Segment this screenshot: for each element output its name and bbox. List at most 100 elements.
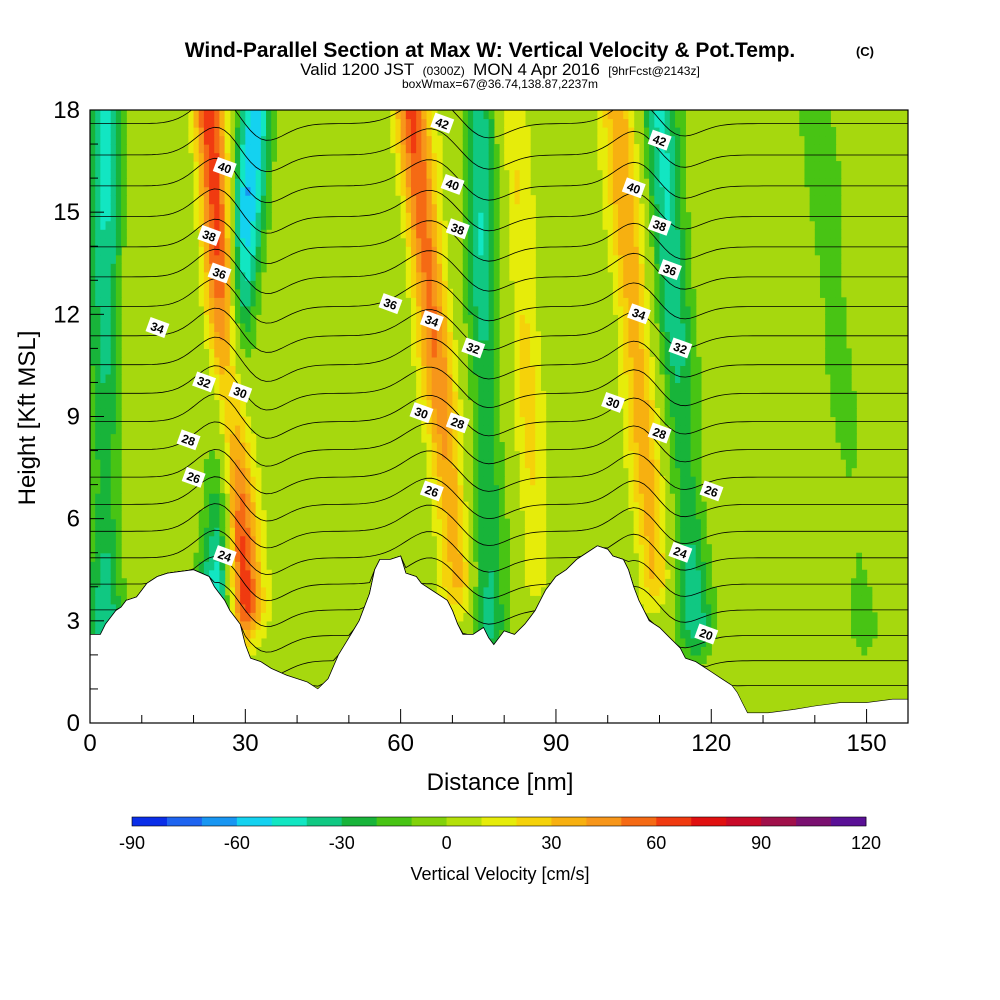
field-cell bbox=[628, 254, 635, 264]
field-cell bbox=[473, 493, 479, 503]
field-cell bbox=[488, 467, 495, 477]
field-cell bbox=[214, 390, 221, 401]
field-cell bbox=[524, 425, 531, 435]
theta-contour-line bbox=[90, 476, 908, 522]
field-cell bbox=[623, 229, 630, 239]
field-cell bbox=[473, 263, 479, 273]
field-cell bbox=[115, 459, 122, 469]
field-cell bbox=[193, 561, 200, 571]
field-cell bbox=[700, 569, 707, 579]
field-cell bbox=[493, 271, 500, 281]
field-cell bbox=[100, 288, 107, 298]
field-cell bbox=[234, 612, 241, 622]
field-cell bbox=[105, 544, 112, 554]
field-cell bbox=[856, 595, 863, 605]
subtitle-valid: Valid 1200 JST bbox=[300, 60, 414, 79]
field-cell bbox=[493, 237, 500, 247]
field-cell bbox=[638, 263, 645, 273]
field-cell bbox=[669, 399, 676, 409]
field-cell bbox=[851, 442, 857, 452]
field-cell bbox=[214, 288, 221, 298]
field-cell bbox=[638, 271, 645, 281]
field-cell bbox=[431, 390, 438, 401]
field-cell bbox=[209, 476, 215, 486]
field-cell bbox=[483, 476, 490, 486]
field-cell bbox=[540, 459, 547, 469]
field-cell bbox=[819, 118, 826, 128]
field-cell bbox=[110, 356, 117, 367]
field-cell bbox=[431, 407, 438, 418]
field-cell bbox=[110, 510, 117, 520]
field-cell bbox=[203, 467, 210, 477]
field-cell bbox=[618, 220, 624, 230]
field-cell bbox=[711, 612, 718, 622]
field-cell bbox=[623, 135, 630, 145]
field-cell bbox=[851, 578, 857, 588]
field-cell bbox=[209, 561, 215, 571]
field-cell bbox=[457, 535, 464, 545]
field-cell bbox=[493, 535, 500, 545]
field-cell bbox=[524, 561, 531, 571]
field-cell bbox=[524, 135, 531, 145]
field-cell bbox=[442, 254, 448, 264]
field-cell bbox=[95, 288, 101, 298]
field-cell bbox=[467, 186, 474, 196]
field-cell bbox=[830, 220, 837, 230]
field-cell bbox=[514, 271, 521, 281]
field-cell bbox=[255, 493, 262, 503]
field-cell bbox=[612, 288, 619, 298]
field-cell bbox=[685, 637, 692, 647]
field-cell bbox=[452, 450, 459, 460]
field-cell bbox=[400, 144, 407, 154]
field-cell bbox=[95, 118, 101, 128]
field-cell bbox=[219, 373, 226, 384]
field-cell bbox=[628, 110, 635, 120]
field-cell bbox=[115, 237, 122, 247]
field-cell bbox=[234, 586, 241, 596]
field-cell bbox=[436, 527, 443, 537]
field-cell bbox=[825, 178, 831, 188]
field-cell bbox=[90, 501, 96, 511]
field-cell bbox=[607, 161, 614, 171]
field-cell bbox=[819, 195, 826, 205]
field-cell bbox=[271, 135, 277, 145]
field-cell bbox=[240, 263, 246, 273]
field-cell bbox=[643, 578, 650, 588]
field-cell bbox=[462, 561, 469, 571]
field-cell bbox=[245, 442, 252, 452]
field-cell bbox=[90, 595, 96, 605]
field-cell bbox=[100, 254, 107, 264]
field-cell bbox=[245, 425, 252, 435]
field-cell bbox=[224, 595, 231, 605]
field-cell bbox=[488, 280, 495, 290]
field-cell bbox=[659, 586, 666, 596]
field-cell bbox=[819, 178, 826, 188]
field-cell bbox=[203, 297, 210, 307]
field-cell bbox=[95, 246, 101, 256]
field-cell bbox=[421, 348, 428, 358]
field-cell bbox=[100, 450, 107, 460]
field-cell bbox=[250, 552, 257, 562]
field-cell bbox=[633, 450, 640, 460]
field-cell bbox=[706, 620, 712, 630]
field-cell bbox=[483, 382, 490, 392]
field-cell bbox=[431, 110, 438, 120]
field-cell bbox=[643, 169, 650, 179]
field-cell bbox=[638, 365, 645, 375]
field-cell bbox=[462, 263, 469, 273]
field-cell bbox=[680, 510, 686, 520]
field-cell bbox=[478, 263, 485, 273]
field-cell bbox=[612, 220, 619, 230]
field-cell bbox=[229, 356, 236, 367]
field-cell bbox=[607, 195, 614, 205]
field-cell bbox=[612, 169, 619, 179]
field-cell bbox=[229, 586, 236, 596]
field-cell bbox=[100, 390, 107, 401]
field-cell bbox=[110, 373, 117, 384]
field-cell bbox=[452, 612, 459, 622]
field-cell bbox=[240, 578, 246, 588]
field-cell bbox=[628, 339, 635, 349]
field-cell bbox=[695, 390, 702, 401]
field-cell bbox=[250, 629, 257, 639]
field-cell bbox=[473, 620, 479, 630]
